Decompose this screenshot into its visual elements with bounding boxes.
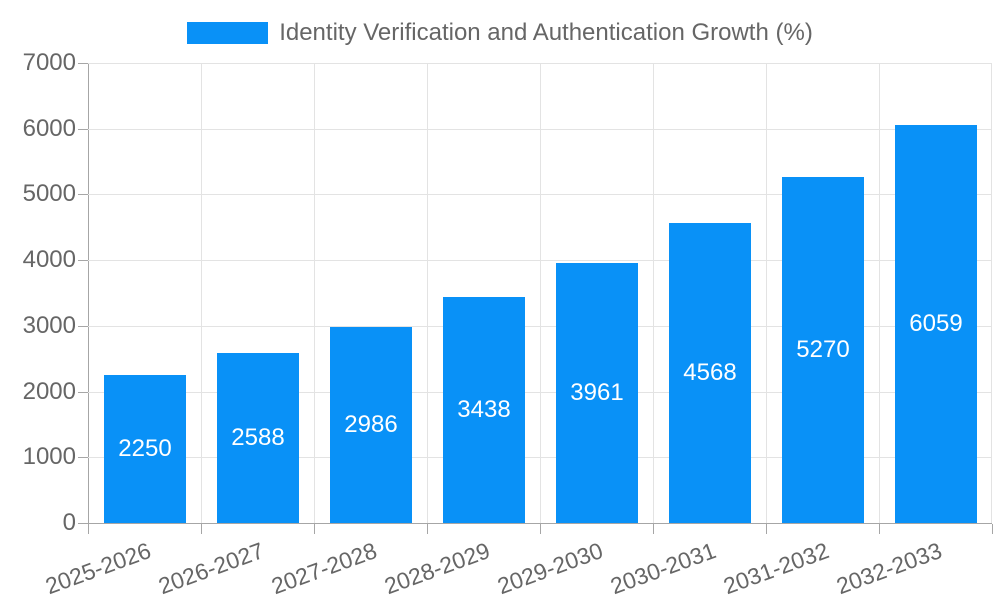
x-tick-label: 2030-2031 — [606, 537, 720, 600]
x-axis-tick — [879, 524, 880, 534]
bar-value-label: 6059 — [909, 310, 963, 337]
bar[interactable]: 2588 — [217, 353, 299, 523]
y-axis-tick — [78, 194, 88, 195]
x-tick-label: 2027-2028 — [267, 537, 381, 600]
x-axis-tick — [653, 524, 654, 534]
x-tick-label: 2026-2027 — [154, 537, 268, 600]
x-tick-label: 2028-2029 — [380, 537, 494, 600]
bar-value-label: 2588 — [231, 424, 285, 451]
y-axis-tick — [78, 63, 88, 64]
x-tick-label: 2029-2030 — [493, 537, 607, 600]
y-axis-line — [88, 63, 89, 533]
x-axis-tick — [427, 524, 428, 534]
bar[interactable]: 2986 — [330, 327, 412, 523]
grid-line-vertical — [766, 63, 767, 523]
bar[interactable]: 3438 — [443, 297, 525, 523]
y-tick-label: 2000 — [22, 378, 76, 405]
y-tick-label: 7000 — [22, 49, 76, 76]
chart-legend[interactable]: Identity Verification and Authentication… — [0, 21, 1000, 45]
y-axis-tick — [78, 392, 88, 393]
x-axis-tick — [88, 524, 89, 534]
y-axis-tick — [78, 260, 88, 261]
y-tick-label: 6000 — [22, 115, 76, 142]
bar-value-label: 3961 — [570, 379, 624, 406]
x-tick-label: 2031-2032 — [719, 537, 833, 600]
y-axis-tick — [78, 457, 88, 458]
grid-line-vertical — [540, 63, 541, 523]
bar-value-label: 3438 — [457, 396, 511, 423]
bar-value-label: 4568 — [683, 359, 737, 386]
x-axis-tick — [766, 524, 767, 534]
y-tick-label: 3000 — [22, 312, 76, 339]
y-tick-label: 5000 — [22, 180, 76, 207]
x-axis-tick — [540, 524, 541, 534]
x-tick-label: 2032-2033 — [832, 537, 946, 600]
legend-swatch-icon — [187, 22, 269, 44]
y-axis-tick — [78, 129, 88, 130]
grid-line-vertical — [991, 63, 992, 523]
x-tick-label: 2025-2026 — [41, 537, 155, 600]
grid-line-vertical — [653, 63, 654, 523]
bar[interactable]: 6059 — [895, 125, 977, 523]
bar[interactable]: 4568 — [669, 223, 751, 523]
grid-line-vertical — [879, 63, 880, 523]
grid-line-vertical — [314, 63, 315, 523]
x-axis-tick — [992, 524, 993, 534]
bar[interactable]: 2250 — [104, 375, 186, 523]
bar-value-label: 5270 — [796, 336, 850, 363]
bar[interactable]: 5270 — [782, 177, 864, 523]
y-axis-tick — [78, 326, 88, 327]
grid-line-vertical — [427, 63, 428, 523]
x-axis-tick — [314, 524, 315, 534]
x-axis-tick — [201, 524, 202, 534]
legend-label: Identity Verification and Authentication… — [279, 19, 813, 46]
bar-value-label: 2986 — [344, 411, 398, 438]
plot-area: 2250 2588 2986 3438 3961 4568 5270 6059 — [88, 63, 992, 523]
y-axis-tick — [78, 523, 88, 524]
y-tick-label: 4000 — [22, 246, 76, 273]
y-tick-label: 0 — [62, 509, 76, 536]
x-axis-line — [78, 523, 992, 524]
bar-value-label: 2250 — [118, 435, 172, 462]
bar[interactable]: 3961 — [556, 263, 638, 523]
y-tick-label: 1000 — [22, 443, 76, 470]
grid-line-vertical — [201, 63, 202, 523]
